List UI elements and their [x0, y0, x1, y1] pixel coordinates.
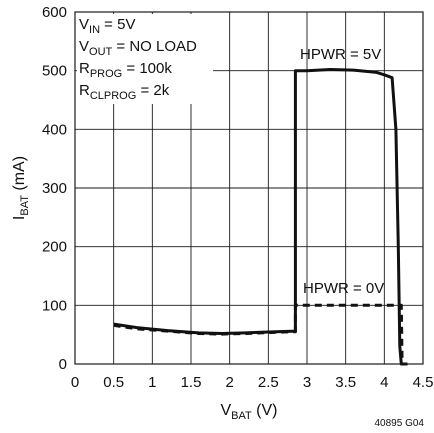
x-tick-label: 4.5: [413, 374, 434, 391]
condition-line: RCLPROG = 2k: [79, 82, 170, 102]
x-tick-label: 4: [380, 374, 388, 391]
condition-line: VOUT = NO LOAD: [79, 38, 197, 58]
x-tick-label: 2.5: [258, 374, 279, 391]
y-axis-label-main: I: [11, 216, 28, 220]
x-tick-labels: 0 0.5 1 1.5 2 2.5 3 3.5 4 4.5: [71, 374, 434, 391]
condition-line: RPROG = 100k: [79, 60, 172, 80]
y-tick-label: 300: [42, 180, 67, 197]
x-tick-label: 1: [148, 374, 156, 391]
y-tick-label: 100: [42, 297, 67, 314]
y-axis-label: IBAT (mA): [11, 156, 31, 220]
condition-value: = 5V: [100, 16, 135, 33]
series-line-hpwr-0v: [113, 303, 408, 366]
x-tick-label: 3: [303, 374, 311, 391]
condition-value: = 100k: [122, 60, 172, 77]
condition-subscript: IN: [89, 24, 100, 36]
condition-subscript: PROG: [90, 68, 122, 80]
y-tick-label: 500: [42, 63, 67, 80]
condition-symbol: R: [79, 82, 90, 99]
series-label-hpwr-5v: HPWR = 5V: [300, 46, 381, 63]
x-tick-label: 3.5: [335, 374, 356, 391]
plot-frame: [74, 11, 424, 365]
x-tick-label: 1.5: [181, 374, 202, 391]
x-axis-label: VBAT (V): [220, 402, 277, 422]
y-tick-label: 600: [42, 4, 67, 21]
series-lines: [113, 68, 408, 366]
condition-line: VIN = 5V: [79, 16, 135, 36]
condition-symbol: V: [79, 16, 89, 33]
y-tick-label: 200: [42, 239, 67, 256]
x-tick-label: 2: [225, 374, 233, 391]
x-axis-label-unit: (V): [252, 402, 278, 419]
series-label-hpwr-0v: HPWR = 0V: [303, 280, 384, 297]
y-axis-label-unit: (mA): [11, 156, 28, 195]
condition-value: = 2k: [136, 82, 169, 99]
x-axis-label-main: V: [220, 402, 231, 419]
conditions-box: [77, 14, 213, 104]
x-tick-label: 0.5: [103, 374, 124, 391]
condition-subscript: OUT: [89, 46, 113, 58]
condition-subscript: CLPROG: [90, 90, 136, 102]
y-tick-labels: 0 100 200 300 400 500 600: [42, 4, 67, 373]
condition-symbol: R: [79, 60, 90, 77]
x-tick-label: 0: [71, 374, 79, 391]
x-axis-label-sub: BAT: [231, 410, 252, 422]
figure-id: 40895 G04: [375, 418, 425, 429]
y-axis-label-sub: BAT: [19, 195, 31, 216]
condition-value: = NO LOAD: [112, 38, 197, 55]
y-tick-label: 0: [59, 356, 67, 373]
y-tick-label: 400: [42, 121, 67, 138]
condition-symbol: V: [79, 38, 89, 55]
series-line-hpwr-5v: [113, 68, 408, 366]
